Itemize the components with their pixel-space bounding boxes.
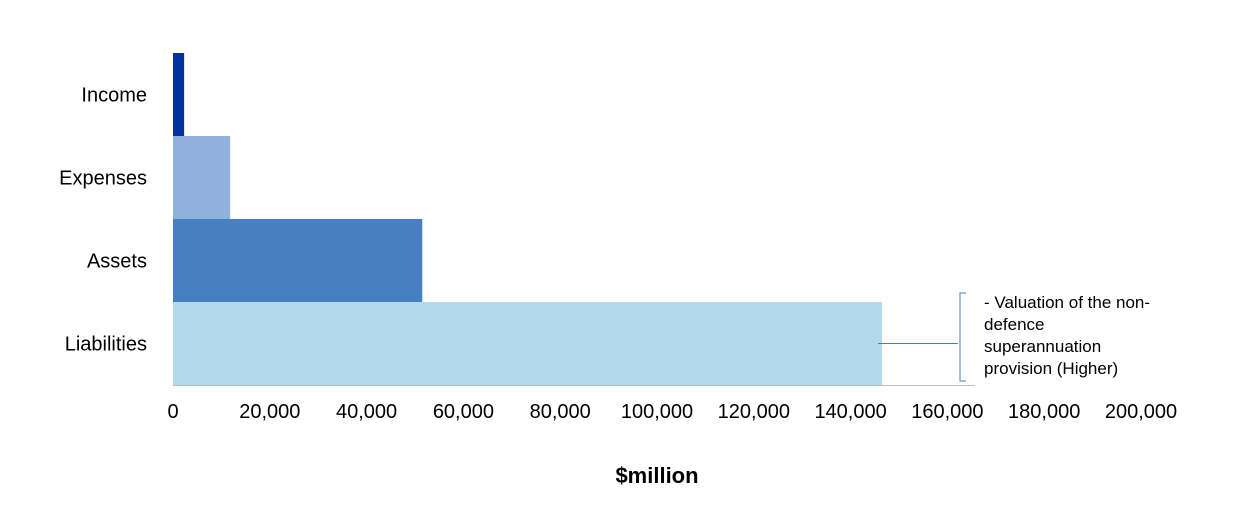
x-tick-label: 20,000 [239,401,300,423]
annotation-text-line: - Valuation of the non- [984,293,1150,312]
x-tick-label: 200,000 [1105,401,1177,423]
annotation-text-line: provision (Higher) [984,359,1118,378]
annotation-text-line: superannuation [984,337,1101,356]
bar-assets [173,219,423,302]
x-tick-label: 120,000 [718,401,790,423]
x-tick-label: 0 [167,401,178,423]
category-labels: Income Expenses Assets Liabilities [59,85,147,356]
x-tick-label: 140,000 [814,401,886,423]
x-tick-label: 80,000 [530,401,591,423]
x-axis-title: $million [615,463,698,488]
x-tick-labels: 0 20,000 40,000 60,000 80,000 100,000 120,000 1… [167,401,1177,423]
category-label-liabilities: Liabilities [65,334,147,356]
x-tick-label: 180,000 [1008,401,1080,423]
bar-expenses [173,136,231,219]
x-tick-label: 100,000 [621,401,693,423]
bars-group [173,53,883,385]
annotation-bracket [959,292,966,382]
x-tick-label: 60,000 [433,401,494,423]
category-label-assets: Assets [87,251,147,273]
bar-income [173,53,185,136]
annotation-text-line: defence [984,315,1045,334]
category-label-expenses: Expenses [59,168,147,190]
x-tick-label: 40,000 [336,401,397,423]
annotation-callout: - Valuation of the non-defence superannua… [878,292,1150,382]
category-label-income: Income [81,85,147,107]
bar-liabilities [173,302,883,385]
x-tick-label: 160,000 [911,401,983,423]
